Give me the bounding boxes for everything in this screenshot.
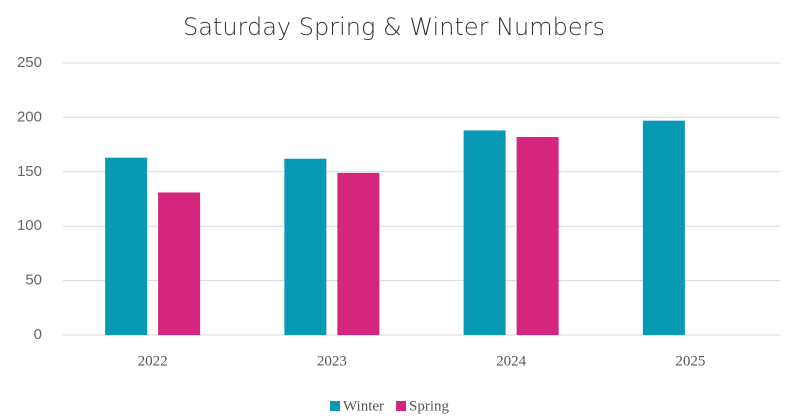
legend-swatch — [330, 401, 340, 411]
bar — [105, 157, 148, 335]
bar — [284, 158, 327, 335]
bar — [337, 172, 380, 335]
legend-label: Spring — [409, 398, 450, 414]
legend-label: Winter — [343, 398, 384, 414]
bar — [642, 120, 685, 335]
legend-swatch — [396, 401, 407, 411]
y-tick-label: 100 — [17, 217, 42, 234]
bar — [158, 192, 201, 335]
x-tick-label: 2023 — [317, 353, 347, 369]
bar — [516, 136, 559, 335]
x-tick-label: 2024 — [496, 353, 527, 369]
bar — [463, 130, 506, 335]
chart-title: Saturday Spring & Winter Numbers — [183, 13, 605, 41]
y-tick-label: 50 — [25, 272, 42, 289]
y-tick-label: 150 — [17, 163, 42, 180]
y-tick-label: 200 — [17, 108, 42, 125]
y-tick-label: 250 — [17, 54, 42, 71]
x-tick-label: 2025 — [675, 353, 705, 369]
y-tick-label: 0 — [34, 326, 42, 343]
x-tick-label: 2022 — [138, 353, 168, 369]
